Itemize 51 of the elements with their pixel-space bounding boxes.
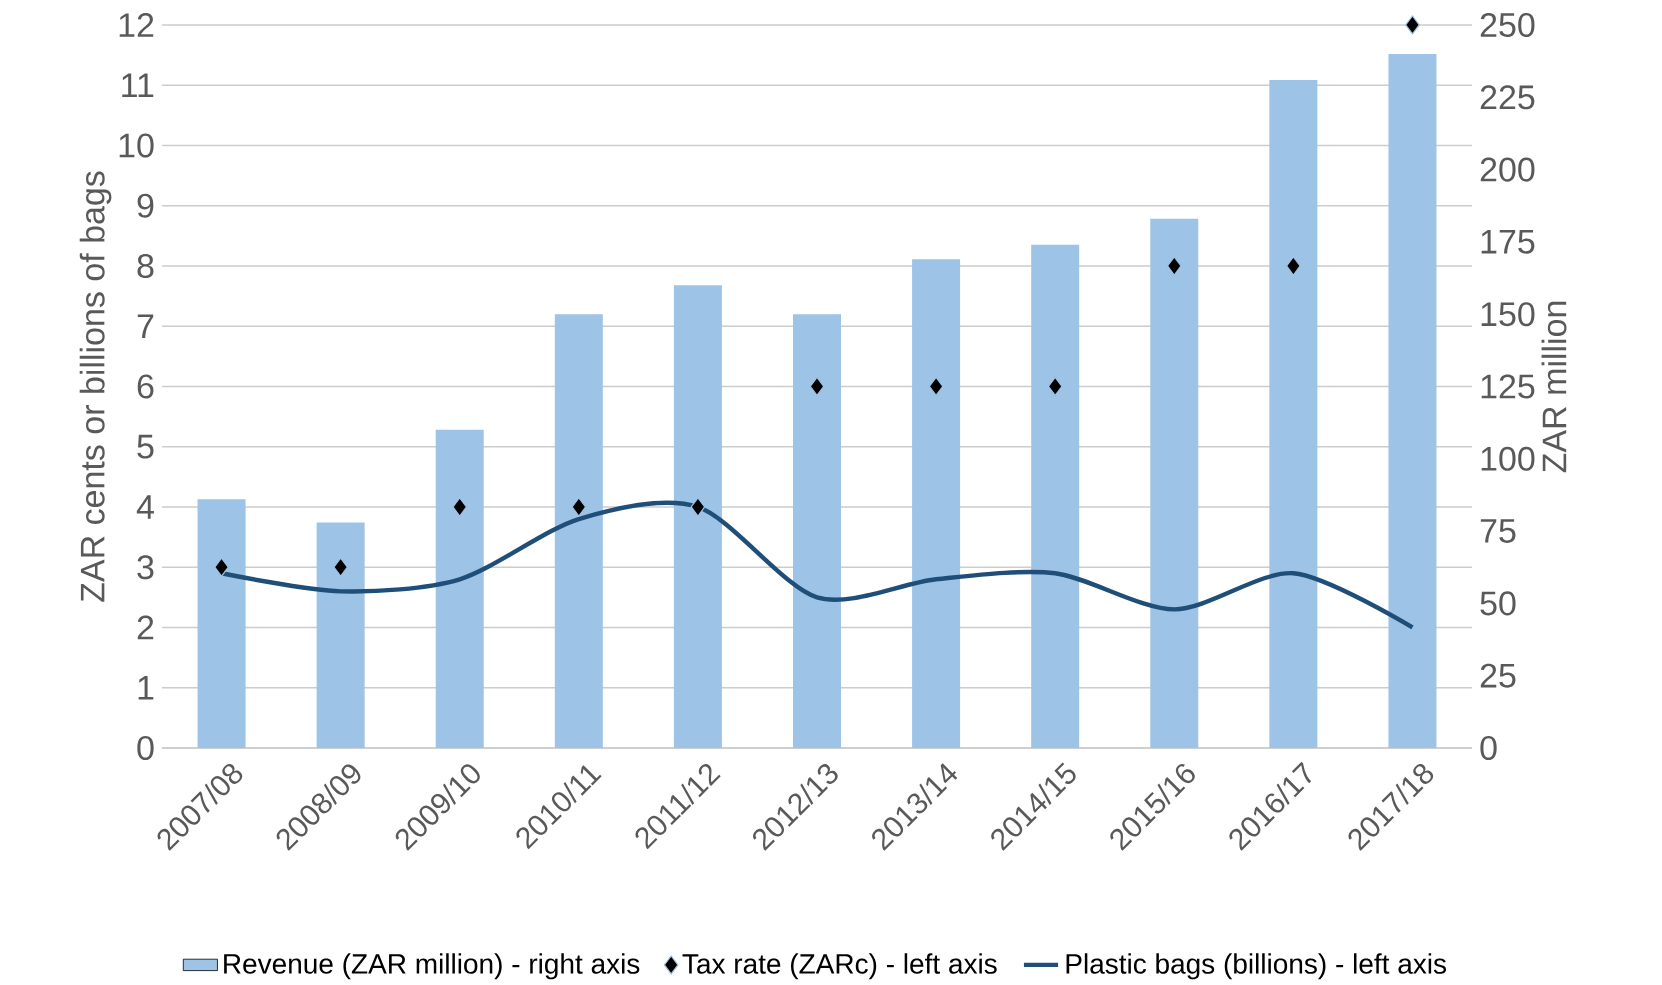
y2-tick-label: 225 — [1480, 85, 1535, 110]
bar — [1150, 218, 1199, 749]
bar — [1269, 80, 1318, 749]
y-tick-label: 3 — [137, 555, 154, 580]
y-tick-label: 12 — [119, 13, 154, 38]
y2-tick-label: 25 — [1480, 663, 1516, 688]
point — [1047, 377, 1063, 397]
bar — [912, 259, 961, 749]
y-tick-label: 10 — [119, 133, 154, 158]
point — [571, 497, 587, 517]
y2-tick-label: 100 — [1481, 446, 1535, 472]
y2-tick-label: 50 — [1480, 591, 1516, 616]
bar — [197, 499, 246, 749]
y-tick-label: 5 — [137, 435, 154, 459]
y-tick-label: 6 — [137, 374, 154, 399]
y-tick-label: 1 — [138, 676, 154, 700]
y2-tick-label: 250 — [1480, 13, 1535, 38]
y-tick-label: 2 — [137, 615, 154, 640]
bar — [554, 314, 603, 749]
y-tick-label: 8 — [137, 254, 154, 279]
point — [333, 557, 348, 578]
y-tick-label: 4 — [136, 495, 154, 519]
y-tick-label: 9 — [137, 193, 154, 219]
y2-tick-label: 75 — [1480, 519, 1516, 544]
point — [809, 377, 825, 397]
bar — [435, 430, 484, 749]
y2-tick-label: 125 — [1481, 374, 1535, 399]
bar — [793, 314, 841, 749]
bar — [316, 522, 365, 749]
y-tick-label: 0 — [137, 736, 154, 761]
y-axis-title: ZAR cents or billions of bags — [79, 171, 112, 603]
y-tick-label: 7 — [137, 314, 154, 339]
legend-label: Plastic bags (billions) - left axis — [1066, 953, 1447, 980]
y2-tick-label: 150 — [1481, 302, 1535, 327]
y2-tick-label: 0 — [1480, 736, 1497, 761]
point — [1405, 15, 1420, 35]
point — [1166, 256, 1182, 276]
y2-tick-label: 175 — [1481, 230, 1535, 254]
point — [452, 497, 468, 517]
point — [214, 557, 229, 578]
bar — [1388, 54, 1437, 749]
bar — [673, 285, 722, 749]
y2-axis-title: ZAR million — [1541, 302, 1567, 473]
point — [928, 377, 944, 397]
bar — [1031, 245, 1080, 749]
legend-label: Tax rate (ZARc) - left axis — [682, 953, 997, 980]
y-tick-label: 11 — [122, 73, 154, 98]
legend-label: Revenue (ZAR million) - right axis — [224, 953, 640, 980]
point — [1286, 256, 1301, 276]
point — [690, 497, 706, 517]
y2-tick-label: 200 — [1480, 157, 1535, 182]
